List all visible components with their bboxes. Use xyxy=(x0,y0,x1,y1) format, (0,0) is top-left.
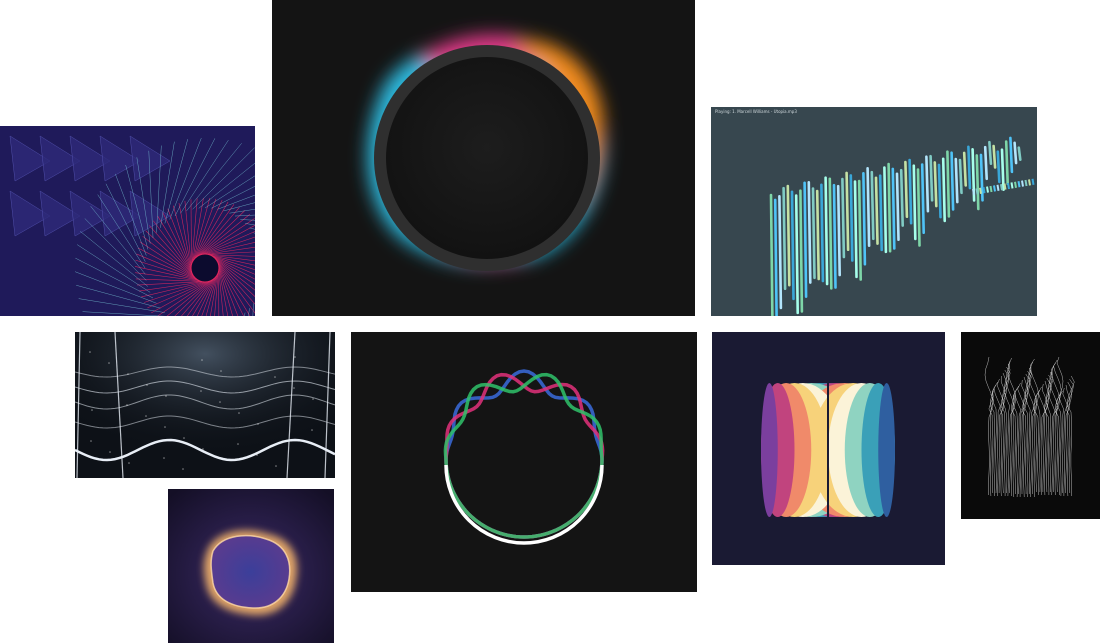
wave-lines-image xyxy=(75,332,335,478)
blurred-ring-image xyxy=(272,0,695,316)
rgb-wave-ring-image xyxy=(351,332,697,592)
bar-visualizer-image: Playing: 1. Marcell Williams - Utopia.mp… xyxy=(711,107,1037,316)
hairlines-image xyxy=(961,332,1100,519)
now-playing-caption: Playing: 1. Marcell Williams - Utopia.mp… xyxy=(715,109,797,114)
striped-sphere-image xyxy=(712,332,945,565)
purple-spiral-image xyxy=(0,126,255,316)
glowing-blob-image xyxy=(168,489,334,643)
